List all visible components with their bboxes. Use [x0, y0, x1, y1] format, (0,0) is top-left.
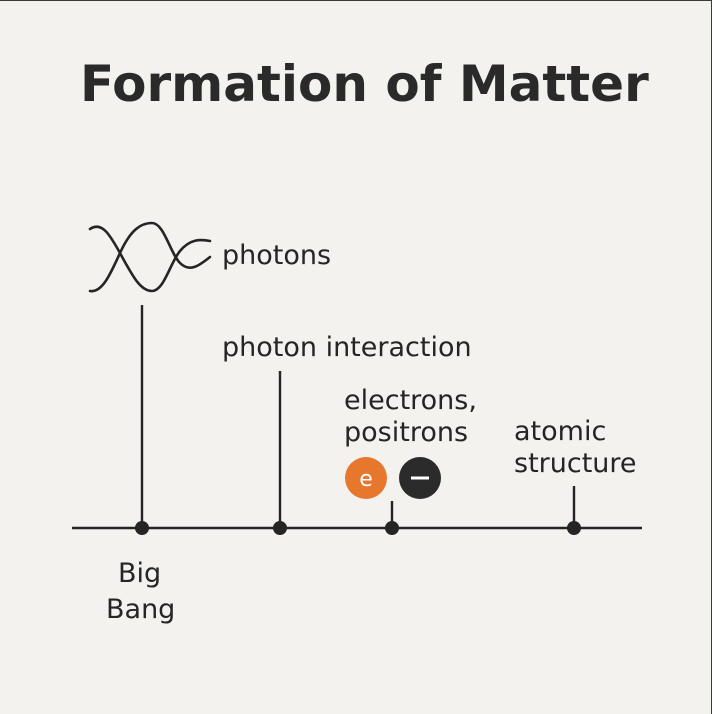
electrons-positrons-marker — [385, 521, 399, 535]
label-electrons-positrons-line2: positrons — [344, 417, 469, 448]
photon-wave-icon — [88, 221, 212, 293]
photon-interaction-marker — [273, 521, 287, 535]
label-big-bang-line1: Big — [118, 558, 162, 589]
minus-sign — [411, 476, 429, 480]
label-photon-interaction: photon interaction — [222, 332, 472, 363]
label-atomic-structure-line1: atomic — [514, 416, 607, 447]
electron-symbol: e — [359, 467, 373, 492]
label-atomic-structure-line2: structure — [514, 448, 637, 479]
label-big-bang-line2: Bang — [106, 594, 176, 625]
label-photons: photons — [222, 240, 332, 271]
atomic-structure-marker — [567, 521, 581, 535]
page-title: Formation of Matter — [80, 55, 649, 113]
positron-icon — [399, 457, 441, 499]
big-bang-marker — [135, 521, 149, 535]
label-electrons-positrons-line1: electrons, — [344, 385, 477, 416]
electron-icon: e — [345, 457, 387, 499]
